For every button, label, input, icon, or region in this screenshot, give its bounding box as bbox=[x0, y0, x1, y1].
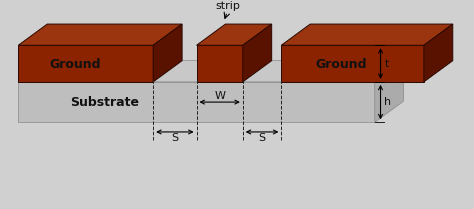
Polygon shape bbox=[281, 45, 424, 82]
Text: W: W bbox=[214, 91, 225, 101]
Polygon shape bbox=[197, 24, 272, 45]
Polygon shape bbox=[18, 82, 375, 122]
Text: Substrate: Substrate bbox=[71, 96, 139, 109]
Text: S: S bbox=[258, 133, 265, 143]
Polygon shape bbox=[197, 45, 243, 82]
Polygon shape bbox=[243, 24, 272, 82]
Polygon shape bbox=[18, 45, 153, 82]
Text: strip: strip bbox=[215, 1, 240, 11]
Text: t: t bbox=[384, 59, 389, 69]
Polygon shape bbox=[375, 61, 404, 122]
Polygon shape bbox=[18, 61, 404, 82]
Text: h: h bbox=[384, 97, 392, 107]
Polygon shape bbox=[424, 24, 453, 82]
Text: Ground: Ground bbox=[315, 58, 367, 71]
Polygon shape bbox=[281, 24, 453, 45]
Polygon shape bbox=[153, 24, 182, 82]
Text: S: S bbox=[171, 133, 178, 143]
Polygon shape bbox=[18, 24, 182, 45]
Text: Ground: Ground bbox=[49, 58, 101, 71]
